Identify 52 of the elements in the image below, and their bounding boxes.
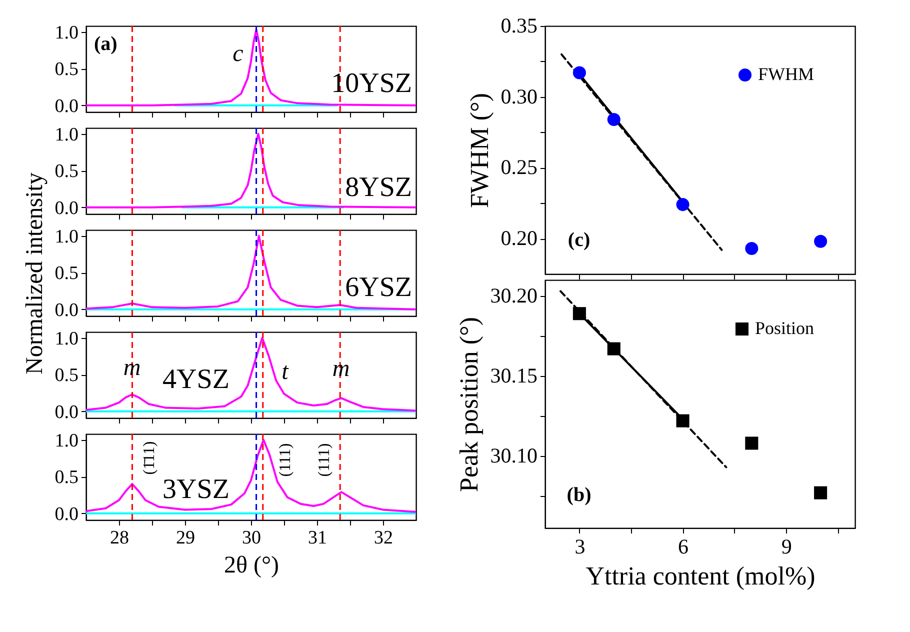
y-tick-label: 0.0 xyxy=(54,300,78,321)
annotation: 10YSZ xyxy=(331,68,412,99)
annotation: (1̄11) xyxy=(141,441,158,475)
y-tick-label: 1.0 xyxy=(54,124,78,146)
annotation: m xyxy=(332,356,350,382)
annotation: (b) xyxy=(566,484,592,506)
y-tick-label: 0.30 xyxy=(500,84,538,108)
x-tick-label: 28 xyxy=(110,528,129,548)
y-tick-label: 0.25 xyxy=(500,155,538,180)
y-tick-label: 1.0 xyxy=(54,328,78,350)
x-tick-label: 31 xyxy=(308,528,327,548)
annotation: 3YSZ xyxy=(162,474,230,505)
y-tick-label: 0.5 xyxy=(54,467,78,488)
x-tick-label: 3 xyxy=(574,534,586,558)
y-tick-label: 30.20 xyxy=(490,284,538,308)
annotation: (c) xyxy=(568,229,590,251)
y-tick-label: 0.0 xyxy=(54,198,78,219)
y-tick-label: 0.5 xyxy=(54,161,78,182)
x-tick-label: 32 xyxy=(374,528,393,548)
legend-label: FWHM xyxy=(758,64,814,84)
y-axis-title: FWHM (°) xyxy=(464,92,494,208)
y-tick-label: 0.0 xyxy=(54,96,78,117)
y-tick-label: 1.0 xyxy=(54,226,78,248)
x-tick-label: 6 xyxy=(678,534,689,558)
x-tick-label: 9 xyxy=(781,534,792,558)
y-tick-label: 30.10 xyxy=(490,444,538,468)
annotation: 4YSZ xyxy=(162,364,230,395)
y-tick-label: 0.0 xyxy=(54,504,78,525)
y-tick-label: 0.5 xyxy=(54,263,78,284)
annotation: 6YSZ xyxy=(345,272,412,303)
annotation: (111) xyxy=(277,443,294,477)
annotation: t xyxy=(282,359,290,385)
annotation: m xyxy=(123,355,141,381)
annotation: c xyxy=(232,41,244,67)
y-tick-label: 0.5 xyxy=(54,59,78,80)
x-axis-title: Yttria content (mol%) xyxy=(586,562,816,590)
x-tick-label: 29 xyxy=(176,528,195,548)
y-tick-label: 0.0 xyxy=(54,402,78,423)
y-tick-label: 0.20 xyxy=(500,226,538,250)
y-tick-label: 1.0 xyxy=(54,430,78,452)
x-tick-label: 30 xyxy=(242,528,261,548)
legend-label: Position xyxy=(755,318,814,338)
y-tick-label: 0.5 xyxy=(54,365,78,386)
y-tick-label: 30.15 xyxy=(490,364,538,388)
y-axis-title: Peak position (°) xyxy=(454,316,484,492)
y-tick-label: 0.35 xyxy=(500,14,538,38)
x-axis-title: 2θ (°) xyxy=(224,552,280,578)
annotation: (111) xyxy=(316,443,333,477)
y-axis-title: Normalized intensity xyxy=(22,172,48,374)
y-tick-label: 1.0 xyxy=(54,22,78,44)
annotation: 8YSZ xyxy=(345,172,412,203)
annotation: (a) xyxy=(94,33,118,55)
